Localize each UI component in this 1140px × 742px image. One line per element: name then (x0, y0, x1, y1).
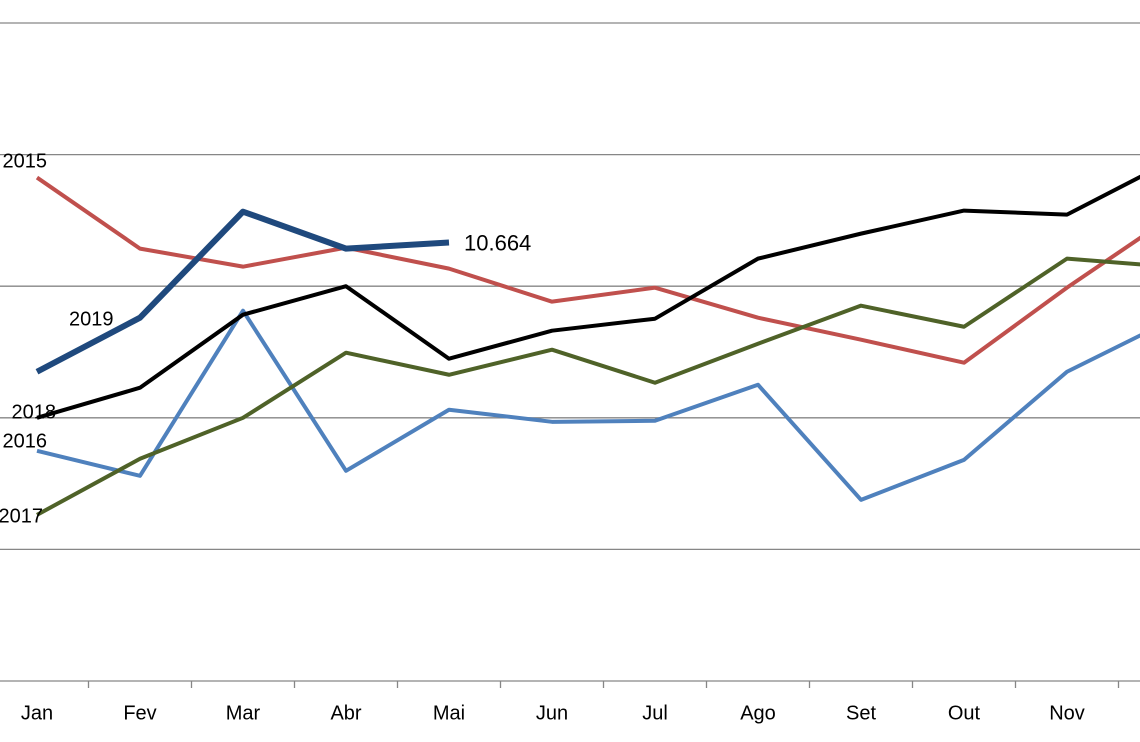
x-tick-label: Mai (433, 702, 465, 724)
series-line (36, 256, 1140, 517)
series-line (35, 208, 450, 375)
series-label: 2015 (3, 150, 48, 172)
x-tick-label: Jul (642, 702, 668, 724)
x-tick-label: Set (846, 702, 876, 724)
series-line (36, 174, 1140, 420)
x-tick-label: Mar (226, 702, 261, 724)
x-tick-label: Fev (123, 702, 156, 724)
series-label: 2019 (69, 308, 114, 330)
x-tick-label: Jun (536, 702, 568, 724)
series-line (35, 175, 1140, 365)
series-label: 2017 (0, 505, 43, 527)
x-tick-label: Out (948, 702, 981, 724)
x-tick-label: Jan (21, 702, 53, 724)
series-line (36, 308, 1140, 502)
x-tick-label: Nov (1049, 702, 1085, 724)
x-tick-label: Ago (740, 702, 776, 724)
data-label: 10.664 (464, 230, 531, 255)
x-tick-label: Abr (330, 702, 361, 724)
series-label: 2016 (3, 430, 48, 452)
series-label: 2018 (12, 401, 57, 423)
